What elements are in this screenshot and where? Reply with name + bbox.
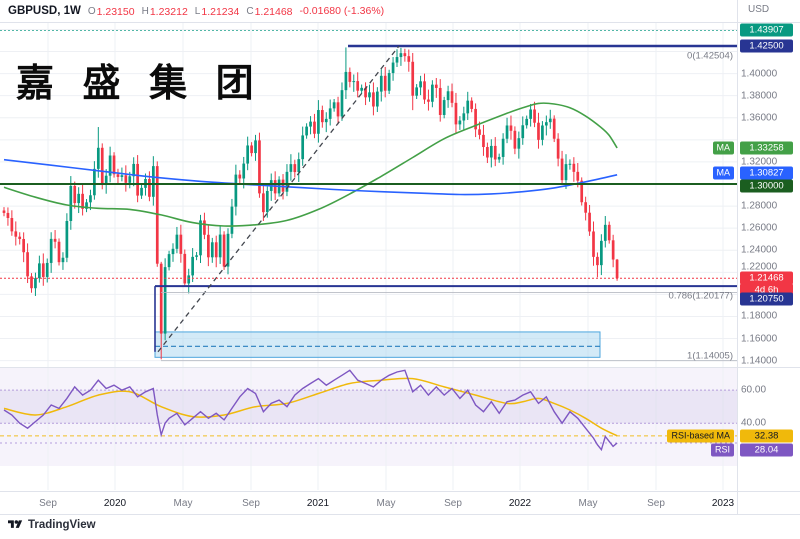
symbol-title[interactable]: GBPUSD, 1W <box>8 5 81 17</box>
price-axis-label: 1.16000 <box>741 333 778 345</box>
price-pane <box>2 47 619 360</box>
time-axis-label: Sep <box>647 498 665 509</box>
tradingview-logo-icon[interactable] <box>8 518 23 531</box>
rsi-indicator-badge: RSI-based MA <box>667 429 734 443</box>
ohlc-value: 1.23212 <box>149 6 188 18</box>
fib-level-label: 0(1.42504) <box>687 50 733 62</box>
footer-bar: TradingView <box>8 518 96 531</box>
price-axis-label: 1.36000 <box>741 112 778 124</box>
time-axis-label: 2021 <box>306 498 330 509</box>
tradingview-brand[interactable]: TradingView <box>28 518 96 531</box>
ohlc-label: H <box>141 6 149 17</box>
price-axis-label: 1.32000 <box>741 156 778 168</box>
ohlc-value: 1.21468 <box>254 6 293 18</box>
time-axis-label: 2020 <box>103 498 127 509</box>
chart-top-border <box>0 22 800 23</box>
price-drawings <box>0 29 737 362</box>
price-axis-badge: 1.43907 <box>740 23 793 37</box>
price-axis-badge: 1.42500 <box>740 39 793 53</box>
candlestick-series <box>2 47 619 360</box>
price-axis-badge: 1.33258 <box>740 141 793 155</box>
rsi-axis-badge: 28.04 <box>740 443 793 457</box>
time-axis-label: May <box>173 498 193 509</box>
price-axis-label: 1.28000 <box>741 200 778 212</box>
rsi-ma-line <box>3 377 618 437</box>
rsi-axis-label: 40.00 <box>741 417 767 429</box>
rsi-pane <box>0 369 737 452</box>
ma-badge: MA <box>712 141 734 155</box>
price-axis-label: 1.26000 <box>741 222 778 234</box>
price-axis-badge: 1.30000 <box>740 179 793 193</box>
pane-separator[interactable] <box>0 367 800 368</box>
price-axis-label: 1.40000 <box>741 68 778 80</box>
ohlc-label: C <box>246 6 254 17</box>
time-axis-label: 2023 <box>711 498 735 509</box>
price-axis-label: 1.38000 <box>741 90 778 102</box>
price-axis-label: 1.22000 <box>741 261 778 273</box>
rsi-axis-label: 60.00 <box>741 384 767 396</box>
symbol-legend: GBPUSD, 1W O 1.23150 H 1.23212 L 1.21234 C 1.21… <box>8 5 384 18</box>
ma-fast-line <box>3 102 618 227</box>
ma-slow-line <box>3 158 618 196</box>
change-value: -0.01680 (-1.36%) <box>299 5 385 17</box>
price-axis-border <box>737 0 738 514</box>
time-axis-label: May <box>578 498 598 509</box>
quote-currency-label: USD <box>748 4 770 15</box>
ohlc-value: 1.21234 <box>201 6 240 18</box>
fib-level-label: 0.786(1.20177) <box>668 290 733 302</box>
time-axis-label: Sep <box>39 498 57 509</box>
time-axis-border <box>0 491 800 492</box>
time-axis-label: Sep <box>444 498 462 509</box>
price-axis-badge: 1.30827 <box>740 166 793 180</box>
time-axis-label: May <box>376 498 396 509</box>
price-axis-label: 1.24000 <box>741 244 778 256</box>
ohlc-label: L <box>194 6 201 17</box>
price-axis-badge: 1.21468 <box>740 271 793 285</box>
time-axis-label: Sep <box>242 498 260 509</box>
broker-watermark: 嘉 盛 集 团 <box>16 63 263 105</box>
ohlc-values: O 1.23150 H 1.23212 L 1.21234 C 1.21468 <box>88 6 293 18</box>
rsi-line <box>3 369 618 452</box>
price-axis-badge: 1.20750 <box>740 292 793 306</box>
ohlc-value: 1.23150 <box>96 6 135 18</box>
rsi-indicator-badge: RSI <box>710 443 734 457</box>
fib-level-label: 1(1.14005) <box>687 350 733 362</box>
footer-border <box>0 514 800 515</box>
price-axis-label: 1.18000 <box>741 310 778 322</box>
rsi-axis-badge: 32.38 <box>740 429 793 443</box>
price-axis-label: 1.14000 <box>741 355 778 367</box>
ohlc-label: O <box>87 6 96 17</box>
ma-badge: MA <box>712 166 734 180</box>
time-axis-label: 2022 <box>508 498 532 509</box>
